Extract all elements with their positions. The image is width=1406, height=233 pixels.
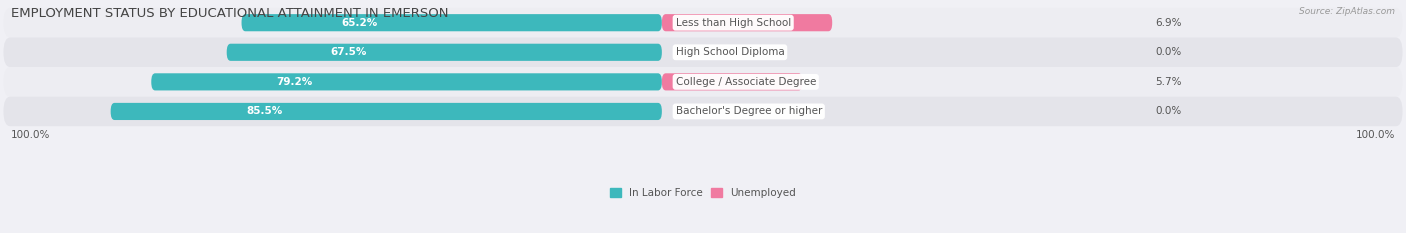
- FancyBboxPatch shape: [3, 97, 1403, 126]
- Text: Bachelor's Degree or higher: Bachelor's Degree or higher: [675, 106, 823, 116]
- Text: 85.5%: 85.5%: [247, 106, 283, 116]
- FancyBboxPatch shape: [3, 38, 1403, 67]
- FancyBboxPatch shape: [3, 67, 1403, 97]
- Text: 0.0%: 0.0%: [1156, 106, 1182, 116]
- FancyBboxPatch shape: [152, 73, 662, 90]
- Text: 0.0%: 0.0%: [1156, 47, 1182, 57]
- FancyBboxPatch shape: [226, 44, 662, 61]
- Text: EMPLOYMENT STATUS BY EDUCATIONAL ATTAINMENT IN EMERSON: EMPLOYMENT STATUS BY EDUCATIONAL ATTAINM…: [11, 7, 449, 20]
- FancyBboxPatch shape: [111, 103, 662, 120]
- Text: High School Diploma: High School Diploma: [675, 47, 785, 57]
- Text: 65.2%: 65.2%: [342, 18, 377, 28]
- FancyBboxPatch shape: [242, 14, 662, 31]
- Text: Less than High School: Less than High School: [675, 18, 790, 28]
- Text: 100.0%: 100.0%: [1357, 130, 1396, 140]
- Text: 79.2%: 79.2%: [276, 77, 312, 87]
- FancyBboxPatch shape: [662, 14, 832, 31]
- Text: 6.9%: 6.9%: [1156, 18, 1182, 28]
- FancyBboxPatch shape: [662, 73, 803, 90]
- Text: Source: ZipAtlas.com: Source: ZipAtlas.com: [1299, 7, 1395, 16]
- Legend: In Labor Force, Unemployed: In Labor Force, Unemployed: [609, 187, 797, 199]
- Text: College / Associate Degree: College / Associate Degree: [675, 77, 815, 87]
- FancyBboxPatch shape: [3, 8, 1403, 38]
- Text: 67.5%: 67.5%: [330, 47, 367, 57]
- Text: 100.0%: 100.0%: [10, 130, 49, 140]
- Text: 5.7%: 5.7%: [1156, 77, 1182, 87]
